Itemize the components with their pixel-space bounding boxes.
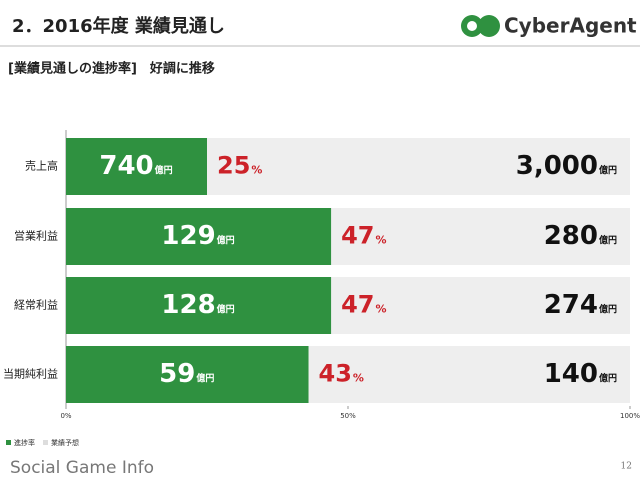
progress-bar [66, 208, 332, 265]
footer-brand: Social Game Info [10, 458, 154, 478]
legend-label: 業績予想 [51, 438, 79, 447]
actual-unit: 億円 [217, 234, 235, 246]
actual-unit: 億円 [217, 303, 235, 315]
progress-unit: % [251, 164, 262, 177]
actual-label: 129 [161, 221, 215, 251]
actual-label: 59 [159, 359, 195, 389]
forecast-unit: 億円 [599, 164, 617, 176]
legend-swatch [6, 440, 11, 445]
actual-unit: 億円 [196, 372, 214, 384]
logo-text: CyberAgent [504, 14, 637, 38]
forecast-label: 274 [544, 290, 598, 320]
progress-unit: % [375, 303, 386, 316]
actual-label: 128 [161, 290, 215, 320]
legend-label: 進捗率 [14, 438, 35, 447]
forecast-label: 140 [544, 359, 598, 389]
actual-unit: 億円 [155, 164, 173, 176]
forecast-label: 280 [544, 221, 598, 251]
progress-label: 47 [341, 222, 374, 250]
category-label: 経常利益 [14, 298, 58, 312]
progress-label: 25 [217, 152, 250, 180]
category-label: 売上高 [25, 159, 58, 173]
x-tick-label: 50% [340, 412, 356, 420]
progress-label: 47 [341, 291, 374, 319]
progress-unit: % [353, 372, 364, 385]
forecast-unit: 億円 [599, 303, 617, 315]
page-number: 12 [621, 462, 632, 472]
forecast-label: 3,000 [516, 151, 598, 181]
x-tick-label: 0% [60, 412, 71, 420]
legend-swatch [43, 440, 48, 445]
forecast-unit: 億円 [599, 234, 617, 246]
category-label: 当期純利益 [3, 367, 58, 381]
slide-title: 2．2016年度 業績見通し [12, 15, 225, 37]
subtitle: [業績見通しの進捗率] 好調に推移 [8, 61, 215, 77]
category-label: 営業利益 [14, 229, 58, 243]
progress-unit: % [375, 234, 386, 247]
x-tick-label: 100% [620, 412, 640, 420]
forecast-unit: 億円 [599, 372, 617, 384]
progress-bar [66, 277, 332, 334]
progress-label: 43 [319, 360, 352, 388]
actual-label: 740 [99, 151, 153, 181]
progress-bar [66, 346, 309, 403]
logo-icon [461, 15, 500, 37]
progress-bar [66, 138, 207, 195]
